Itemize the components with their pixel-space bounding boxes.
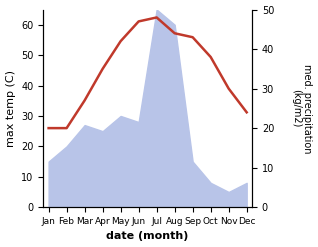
Y-axis label: max temp (C): max temp (C) [5, 70, 16, 147]
Y-axis label: med. precipitation
(kg/m2): med. precipitation (kg/m2) [291, 64, 313, 153]
X-axis label: date (month): date (month) [107, 231, 189, 242]
